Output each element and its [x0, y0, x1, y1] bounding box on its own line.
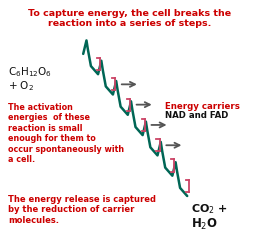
Text: The activation
energies  of these
reaction is small
enough for them to
occur spo: The activation energies of these reactio… — [8, 103, 124, 164]
Text: + O$_2$: + O$_2$ — [8, 80, 34, 93]
Text: Energy carriers: Energy carriers — [165, 102, 240, 111]
Text: C$_6$H$_{12}$O$_6$: C$_6$H$_{12}$O$_6$ — [8, 65, 52, 79]
Text: CO$_2$ +: CO$_2$ + — [191, 202, 228, 216]
Text: The energy release is captured
by the reduction of carrier
molecules.: The energy release is captured by the re… — [8, 195, 156, 225]
Text: NAD and FAD: NAD and FAD — [165, 111, 229, 121]
Text: To capture energy, the cell breaks the
reaction into a series of steps.: To capture energy, the cell breaks the r… — [28, 9, 232, 28]
Text: H$_2$O: H$_2$O — [191, 217, 218, 232]
